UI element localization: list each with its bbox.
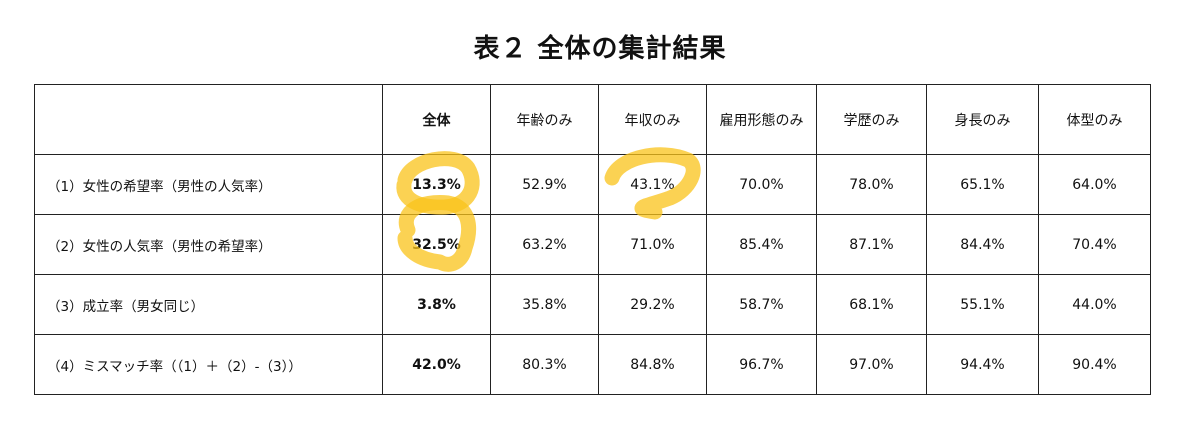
table-cell: 78.0% [816, 154, 927, 215]
table-cell: 55.1% [926, 274, 1039, 335]
header-cell-body-type-only: 体型のみ [1038, 84, 1151, 155]
table-cell: 43.1% [598, 154, 707, 215]
table-cell: 52.9% [490, 154, 599, 215]
row-label: （2）女性の人気率（男性の希望率） [34, 214, 383, 275]
table-cell: 42.0% [382, 334, 491, 395]
row-label: （3）成立率（男女同じ） [34, 274, 383, 335]
table-cell: 63.2% [490, 214, 599, 275]
header-cell-income-only: 年収のみ [598, 84, 707, 155]
row-label: （1）女性の希望率（男性の人気率） [34, 154, 383, 215]
table-cell: 85.4% [706, 214, 817, 275]
table-cell: 3.8% [382, 274, 491, 335]
table-cell: 64.0% [1038, 154, 1151, 215]
table-cell: 70.4% [1038, 214, 1151, 275]
table-cell: 58.7% [706, 274, 817, 335]
table-row: （1）女性の希望率（男性の人気率） 13.3% 52.9% 43.1% 70.0… [34, 154, 1151, 215]
header-cell-employment-only: 雇用形態のみ [706, 84, 817, 155]
table-cell: 70.0% [706, 154, 817, 215]
table-cell: 90.4% [1038, 334, 1151, 395]
header-cell-height-only: 身長のみ [926, 84, 1039, 155]
table-cell: 80.3% [490, 334, 599, 395]
table-row: （3）成立率（男女同じ） 3.8% 35.8% 29.2% 58.7% 68.1… [34, 274, 1151, 335]
table-title: 表２ 全体の集計結果 [473, 34, 727, 64]
table-cell: 84.4% [926, 214, 1039, 275]
table-cell: 84.8% [598, 334, 707, 395]
table-cell: 13.3% [382, 154, 491, 215]
table-row: （4）ミスマッチ率（（1）＋（2）-（3）） 42.0% 80.3% 84.8%… [34, 334, 1151, 395]
results-table: 全体 年齢のみ 年収のみ 雇用形態のみ 学歴のみ 身長のみ 体型のみ （1）女性… [34, 84, 1151, 395]
table-row: （2）女性の人気率（男性の希望率） 32.5% 63.2% 71.0% 85.4… [34, 214, 1151, 275]
row-label: （4）ミスマッチ率（（1）＋（2）-（3）） [34, 334, 383, 395]
header-cell-age-only: 年齢のみ [490, 84, 599, 155]
table-cell: 32.5% [382, 214, 491, 275]
table-cell: 94.4% [926, 334, 1039, 395]
table-cell: 35.8% [490, 274, 599, 335]
header-cell-total: 全体 [382, 84, 491, 155]
header-row: 全体 年齢のみ 年収のみ 雇用形態のみ 学歴のみ 身長のみ 体型のみ [34, 84, 1151, 155]
table-cell: 44.0% [1038, 274, 1151, 335]
table-cell: 29.2% [598, 274, 707, 335]
table-cell: 97.0% [816, 334, 927, 395]
table-cell: 65.1% [926, 154, 1039, 215]
table-cell: 71.0% [598, 214, 707, 275]
table-cell: 87.1% [816, 214, 927, 275]
table-cell: 96.7% [706, 334, 817, 395]
header-cell-education-only: 学歴のみ [816, 84, 927, 155]
header-cell-empty [34, 84, 383, 155]
table-cell: 68.1% [816, 274, 927, 335]
